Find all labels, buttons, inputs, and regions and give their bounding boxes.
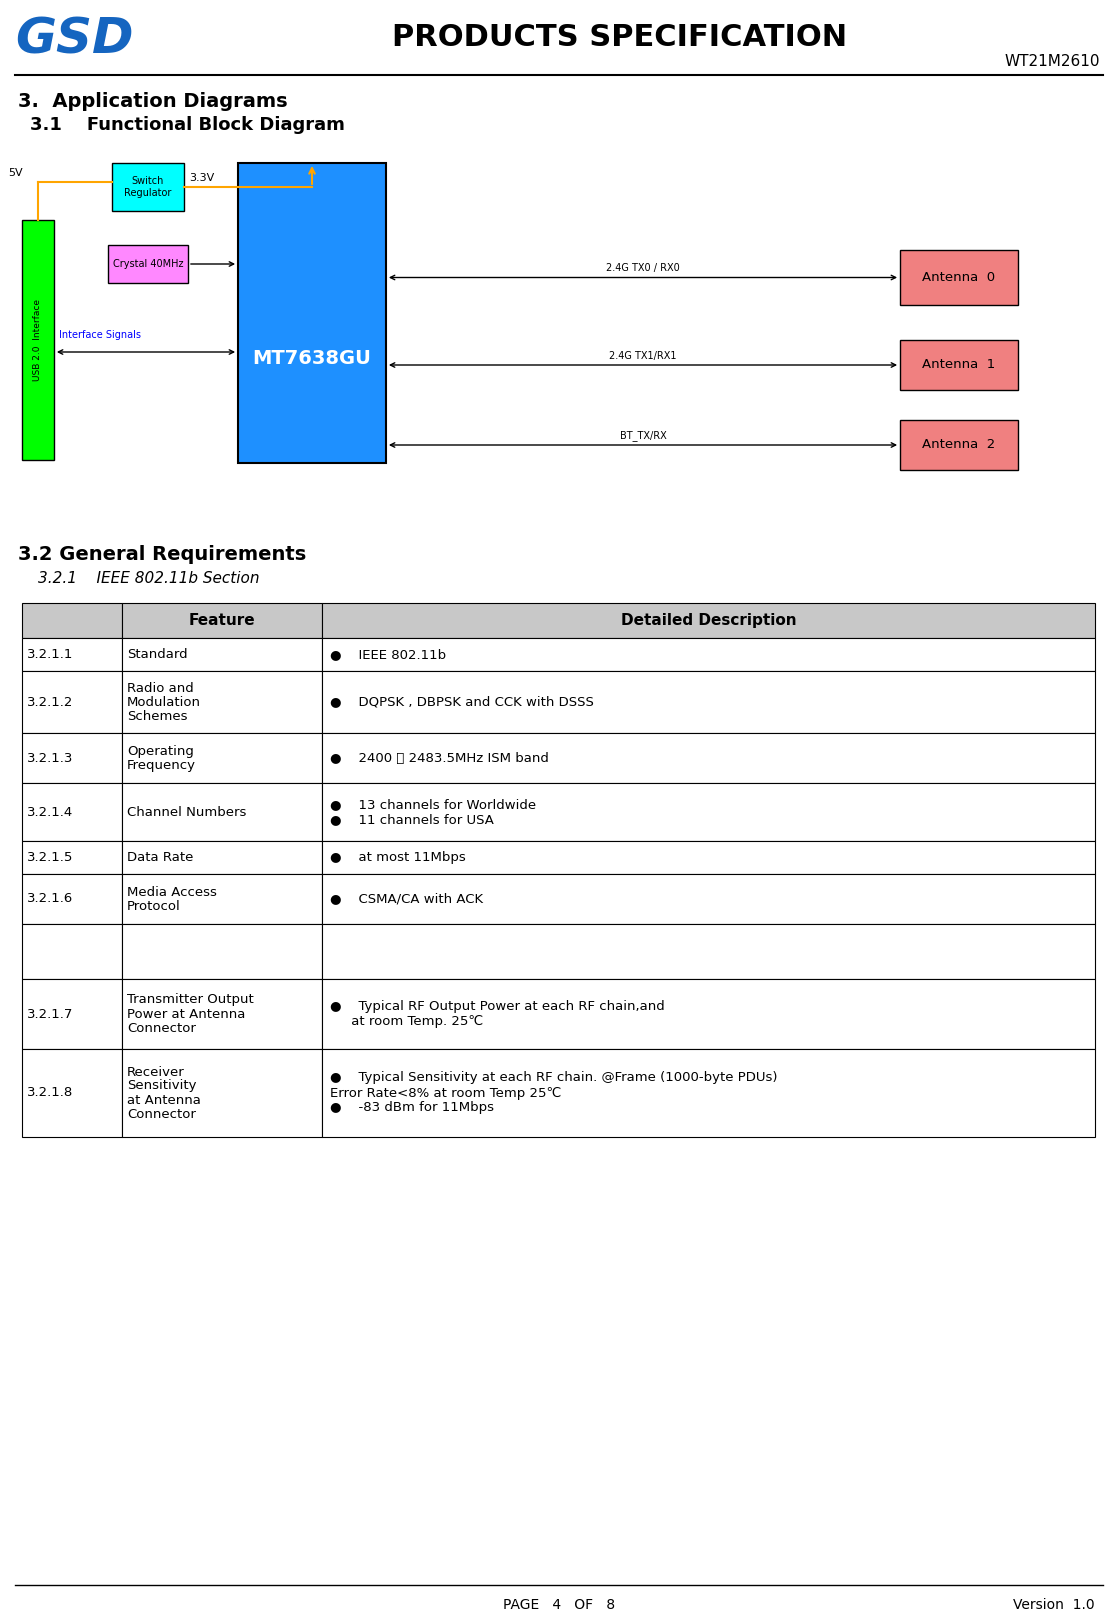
Bar bbox=[22, 841, 122, 874]
Bar bbox=[122, 671, 322, 733]
Text: 5V: 5V bbox=[8, 169, 23, 178]
Bar bbox=[108, 245, 188, 284]
Bar bbox=[322, 671, 1095, 733]
Bar bbox=[322, 603, 1095, 639]
Bar bbox=[322, 979, 1095, 1049]
Text: BT_TX/RX: BT_TX/RX bbox=[619, 430, 666, 441]
Text: Schemes: Schemes bbox=[127, 710, 188, 723]
Text: 3.2.1.2: 3.2.1.2 bbox=[27, 695, 74, 708]
Text: Modulation: Modulation bbox=[127, 695, 201, 708]
Text: ●    2400 ～ 2483.5MHz ISM band: ● 2400 ～ 2483.5MHz ISM band bbox=[330, 752, 549, 765]
Text: ●    CSMA/CA with ACK: ● CSMA/CA with ACK bbox=[330, 893, 483, 906]
Text: 3.  Application Diagrams: 3. Application Diagrams bbox=[18, 92, 287, 110]
Text: Power at Antenna: Power at Antenna bbox=[127, 1008, 245, 1021]
Bar bbox=[22, 603, 122, 639]
Text: 3.2.1.6: 3.2.1.6 bbox=[27, 893, 74, 906]
Bar bbox=[122, 874, 322, 924]
Text: Antenna  2: Antenna 2 bbox=[922, 439, 996, 452]
Text: ●    Typical RF Output Power at each RF chain,and: ● Typical RF Output Power at each RF cha… bbox=[330, 1000, 665, 1013]
Bar bbox=[122, 979, 322, 1049]
Text: USB 2.0  Interface: USB 2.0 Interface bbox=[34, 298, 42, 381]
Bar bbox=[900, 420, 1018, 470]
Text: Switch
Regulator: Switch Regulator bbox=[124, 177, 172, 198]
Text: Feature: Feature bbox=[189, 613, 255, 627]
Text: Version  1.0: Version 1.0 bbox=[1013, 1598, 1095, 1611]
Text: 3.2.1.8: 3.2.1.8 bbox=[27, 1086, 74, 1099]
Bar bbox=[122, 924, 322, 979]
Bar bbox=[900, 340, 1018, 391]
Bar bbox=[322, 733, 1095, 783]
Text: Media Access: Media Access bbox=[127, 885, 217, 898]
Text: 3.2.1.4: 3.2.1.4 bbox=[27, 806, 74, 819]
Bar bbox=[122, 733, 322, 783]
Bar bbox=[22, 1049, 122, 1136]
Text: Radio and: Radio and bbox=[127, 681, 193, 694]
Bar bbox=[122, 783, 322, 841]
Text: 3.2.1.5: 3.2.1.5 bbox=[27, 851, 74, 864]
Bar bbox=[122, 639, 322, 671]
Bar bbox=[22, 733, 122, 783]
Text: ●    DQPSK , DBPSK and CCK with DSSS: ● DQPSK , DBPSK and CCK with DSSS bbox=[330, 695, 594, 708]
Text: at room Temp. 25℃: at room Temp. 25℃ bbox=[330, 1015, 483, 1028]
Bar bbox=[322, 639, 1095, 671]
Text: Receiver: Receiver bbox=[127, 1065, 184, 1078]
Bar bbox=[900, 250, 1018, 305]
Text: Interface Signals: Interface Signals bbox=[59, 331, 141, 340]
Bar bbox=[22, 671, 122, 733]
Text: Antenna  0: Antenna 0 bbox=[922, 271, 995, 284]
Bar bbox=[322, 841, 1095, 874]
Text: PAGE   4   OF   8: PAGE 4 OF 8 bbox=[503, 1598, 615, 1611]
Text: 3.1    Functional Block Diagram: 3.1 Functional Block Diagram bbox=[30, 117, 344, 135]
Text: Connector: Connector bbox=[127, 1021, 196, 1034]
Text: Crystal 40MHz: Crystal 40MHz bbox=[113, 259, 183, 269]
Text: Standard: Standard bbox=[127, 648, 188, 661]
Text: 3.3V: 3.3V bbox=[189, 173, 215, 183]
Text: 3.2.1.3: 3.2.1.3 bbox=[27, 752, 74, 765]
Text: Connector: Connector bbox=[127, 1107, 196, 1120]
Bar bbox=[22, 874, 122, 924]
Text: WT21M2610: WT21M2610 bbox=[1004, 55, 1100, 70]
Text: GSD: GSD bbox=[15, 15, 133, 63]
Bar bbox=[122, 1049, 322, 1136]
Text: Protocol: Protocol bbox=[127, 900, 181, 913]
Text: Operating: Operating bbox=[127, 744, 193, 757]
Bar bbox=[322, 874, 1095, 924]
Text: ●    at most 11Mbps: ● at most 11Mbps bbox=[330, 851, 466, 864]
Bar bbox=[22, 783, 122, 841]
Bar bbox=[238, 164, 386, 464]
Text: MT7638GU: MT7638GU bbox=[253, 349, 371, 368]
Text: Error Rate<8% at room Temp 25℃: Error Rate<8% at room Temp 25℃ bbox=[330, 1086, 561, 1099]
Text: 3.2.1.7: 3.2.1.7 bbox=[27, 1008, 74, 1021]
Text: ●    IEEE 802.11b: ● IEEE 802.11b bbox=[330, 648, 446, 661]
Text: Frequency: Frequency bbox=[127, 759, 196, 772]
Text: Sensitivity: Sensitivity bbox=[127, 1080, 197, 1093]
Text: ●    13 channels for Worldwide: ● 13 channels for Worldwide bbox=[330, 798, 537, 810]
Text: Antenna  1: Antenna 1 bbox=[922, 358, 996, 371]
Text: at Antenna: at Antenna bbox=[127, 1094, 201, 1107]
Bar bbox=[322, 783, 1095, 841]
Bar bbox=[322, 924, 1095, 979]
Bar bbox=[322, 1049, 1095, 1136]
Text: Data Rate: Data Rate bbox=[127, 851, 193, 864]
Text: 2.4G TX1/RX1: 2.4G TX1/RX1 bbox=[609, 352, 676, 361]
Bar bbox=[22, 924, 122, 979]
Text: ●    -83 dBm for 11Mbps: ● -83 dBm for 11Mbps bbox=[330, 1102, 494, 1115]
Text: ●    Typical Sensitivity at each RF chain. @Frame (1000-byte PDUs): ● Typical Sensitivity at each RF chain. … bbox=[330, 1071, 777, 1084]
Text: Detailed Description: Detailed Description bbox=[620, 613, 796, 627]
Text: 2.4G TX0 / RX0: 2.4G TX0 / RX0 bbox=[606, 264, 680, 274]
Text: 3.2 General Requirements: 3.2 General Requirements bbox=[18, 545, 306, 564]
Bar bbox=[22, 979, 122, 1049]
Bar bbox=[122, 603, 322, 639]
Bar bbox=[122, 841, 322, 874]
Bar bbox=[22, 639, 122, 671]
Text: Transmitter Output: Transmitter Output bbox=[127, 994, 254, 1007]
Text: ●    11 channels for USA: ● 11 channels for USA bbox=[330, 814, 494, 827]
Bar bbox=[22, 220, 54, 460]
Text: Channel Numbers: Channel Numbers bbox=[127, 806, 246, 819]
Text: 3.2.1.1: 3.2.1.1 bbox=[27, 648, 74, 661]
Text: 3.2.1    IEEE 802.11b Section: 3.2.1 IEEE 802.11b Section bbox=[38, 571, 259, 587]
Text: PRODUCTS SPECIFICATION: PRODUCTS SPECIFICATION bbox=[392, 23, 847, 52]
Bar bbox=[112, 164, 184, 211]
